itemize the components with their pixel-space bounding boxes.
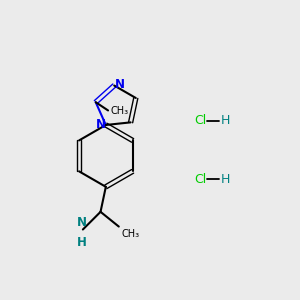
Text: Cl: Cl [194, 173, 206, 186]
Text: N: N [95, 118, 106, 131]
Text: CH₃: CH₃ [121, 229, 139, 239]
Text: H: H [221, 114, 230, 127]
Text: Cl: Cl [194, 114, 206, 127]
Text: H: H [221, 173, 230, 186]
Text: N: N [76, 217, 86, 230]
Text: CH₃: CH₃ [110, 106, 128, 116]
Text: H: H [76, 236, 86, 249]
Text: N: N [115, 78, 124, 91]
